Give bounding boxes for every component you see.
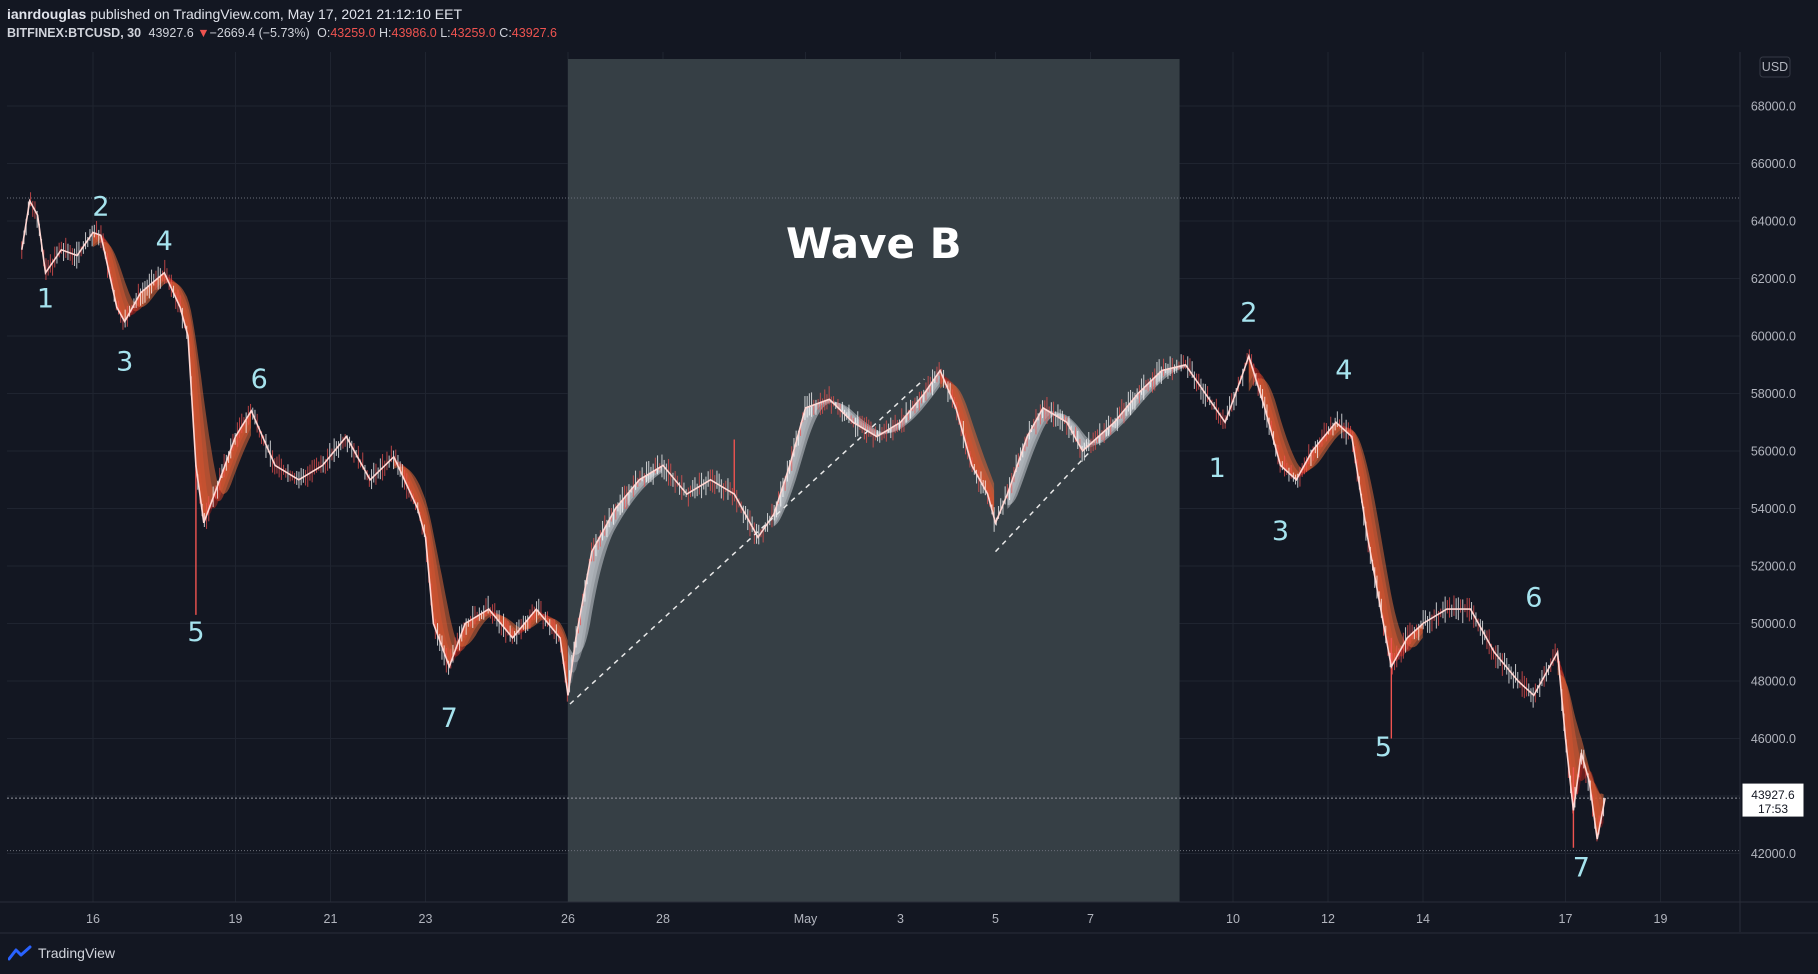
- published-text: published on TradingView.com, May 17, 20…: [90, 6, 463, 22]
- wave-count-label-10: 4: [1335, 355, 1352, 386]
- wave-count-label-3: 4: [156, 226, 173, 257]
- price-tick-label: 60000.0: [1751, 330, 1796, 344]
- price-change: −2669.4 (−5.73%): [209, 26, 310, 40]
- price-series-line: [21, 198, 1606, 840]
- low-label: L:: [440, 26, 451, 40]
- price-tick-label: 50000.0: [1751, 617, 1796, 631]
- wave-count-label-11: 5: [1375, 732, 1392, 763]
- wave-b-region: [568, 59, 1180, 902]
- currency-button: [1759, 56, 1791, 78]
- wave-count-label-4: 5: [187, 617, 204, 648]
- price-tick-label: 46000.0: [1751, 732, 1796, 746]
- time-tick-label: 5: [992, 912, 999, 926]
- time-tick-label: 12: [1321, 912, 1335, 926]
- price-tick-label: 48000.0: [1751, 675, 1796, 689]
- time-tick-label: 10: [1226, 912, 1240, 926]
- time-tick-label: 23: [419, 912, 433, 926]
- last-price-tag: 43927.617:53: [1741, 782, 1805, 818]
- price-tick-label: 54000.0: [1751, 502, 1796, 516]
- wave-count-label-7: 1: [1209, 453, 1226, 484]
- wave-count-label-0: 1: [37, 283, 54, 314]
- brand-name: TradingView: [38, 945, 116, 961]
- wave-count-label-1: 2: [92, 191, 109, 222]
- high-value: 43986.0: [391, 26, 437, 40]
- low-value: 43259.0: [450, 26, 496, 40]
- last-price-countdown: 17:53: [1758, 802, 1788, 816]
- price-tick-label: 58000.0: [1751, 387, 1796, 401]
- high-label: H:: [379, 26, 392, 40]
- chart-header: ianrdouglas published on TradingView.com…: [0, 0, 1818, 52]
- down-arrow-icon: ▼: [197, 26, 210, 40]
- currency-label: USD: [1762, 60, 1788, 74]
- time-tick-label: 19: [229, 912, 243, 926]
- close-label: C:: [499, 26, 512, 40]
- tradingview-brand[interactable]: TradingView: [8, 945, 115, 961]
- wave-count-label-8: 2: [1240, 298, 1257, 329]
- time-tick-label: 21: [324, 912, 338, 926]
- wave-count-label-13: 7: [1573, 853, 1590, 884]
- ribbon-band-0-3: [93, 232, 251, 520]
- chart-footer: TradingView: [0, 934, 1818, 974]
- last-price: 43927.6: [148, 26, 194, 40]
- price-tick-label: 66000.0: [1751, 157, 1796, 171]
- symbol-name[interactable]: BITFINEX:BTCUSD, 30: [7, 26, 142, 40]
- wave-count-label-12: 6: [1525, 582, 1542, 613]
- time-tick-label: 17: [1559, 912, 1573, 926]
- time-tick-label: 14: [1416, 912, 1430, 926]
- tradingview-logo-icon: [8, 945, 32, 961]
- dashed-trendline-1: [994, 450, 1092, 553]
- wave-count-labels: 1 2 3 4 5 6 7 1 2 3 4 5 6 7: [37, 191, 1590, 883]
- price-tick-label: 42000.0: [1751, 847, 1796, 861]
- symbol-info: BITFINEX:BTCUSD, 30 43927.6 ▼−2669.4 (−5…: [7, 26, 557, 40]
- publish-info: ianrdouglas published on TradingView.com…: [7, 6, 462, 22]
- price-tick-label: 56000.0: [1751, 445, 1796, 459]
- author-name[interactable]: ianrdouglas: [7, 6, 87, 22]
- price-tick-label: 64000.0: [1751, 215, 1796, 229]
- chart-frame: [0, 52, 1818, 934]
- time-tick-label: 26: [561, 912, 575, 926]
- wave-b-label: Wave B: [786, 219, 962, 268]
- dashed-trendline-0: [569, 378, 925, 705]
- wave-count-label-6: 7: [441, 703, 458, 734]
- wave-count-label-5: 6: [251, 364, 268, 395]
- price-tick-label: 62000.0: [1751, 272, 1796, 286]
- time-tick-label: 7: [1087, 912, 1094, 926]
- price-tick-label: 52000.0: [1751, 560, 1796, 574]
- time-tick-label: 19: [1654, 912, 1668, 926]
- horizontal-levels: [7, 197, 1740, 852]
- time-tick-label: May: [794, 912, 818, 926]
- ribbon-band-7-3: [1557, 652, 1604, 837]
- dashed-trendlines: [569, 378, 1092, 705]
- wave-count-label-9: 3: [1272, 516, 1289, 547]
- ribbon-band-5-3: [1007, 364, 1186, 506]
- time-axis[interactable]: 16 19 21 23 26 28 May 3 5 7 10 12 14 17 19: [86, 912, 1667, 926]
- price-tick-label: 68000.0: [1751, 100, 1796, 114]
- ribbon-band-1-3: [393, 456, 568, 695]
- close-value: 43927.6: [511, 26, 557, 40]
- ribbon-band-3-3: [773, 370, 940, 527]
- open-value: 43259.0: [330, 26, 376, 40]
- wave-count-label-2: 3: [116, 347, 133, 378]
- ribbon-band-6-3: [1248, 356, 1423, 664]
- last-price-tag-box: [1741, 782, 1805, 818]
- time-tick-label: 16: [86, 912, 100, 926]
- time-tick-label: 28: [656, 912, 670, 926]
- last-price-tag-value: 43927.6: [1751, 788, 1795, 802]
- time-tick-label: 3: [897, 912, 904, 926]
- open-label: O:: [317, 26, 331, 40]
